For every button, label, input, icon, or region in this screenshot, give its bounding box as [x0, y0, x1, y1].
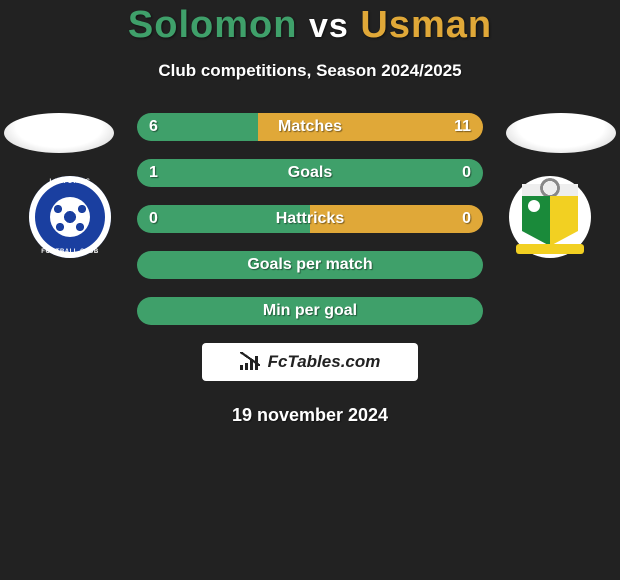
fctables-logo-icon — [240, 354, 262, 370]
stat-value-right: 0 — [462, 205, 471, 233]
stat-value-left: 6 — [149, 113, 158, 141]
branding-text: FcTables.com — [268, 352, 381, 372]
vs-word: vs — [309, 7, 349, 45]
stat-value-left: 0 — [149, 205, 158, 233]
stat-bar-left-segment — [137, 297, 483, 325]
player-left-avatar — [4, 113, 114, 153]
snapshot-date: 19 november 2024 — [0, 405, 620, 426]
stat-value-right: 0 — [462, 159, 471, 187]
stat-bar-right-segment — [310, 205, 483, 233]
lobi-stars-crest: LOBI STARS FOOTBALL CLUB — [20, 175, 120, 259]
stat-value-left: 1 — [149, 159, 158, 187]
stat-bar: 611Matches — [137, 113, 483, 141]
stat-bar-left-segment — [137, 159, 483, 187]
stat-bar: Min per goal — [137, 297, 483, 325]
stat-bar-left-segment — [137, 205, 310, 233]
player-left-name: Solomon — [128, 4, 298, 46]
comparison-infographic: Solomon vs Usman Club competitions, Seas… — [0, 0, 620, 426]
stat-bars: 611Matches10Goals00HattricksGoals per ma… — [137, 113, 483, 325]
stat-bar-right-segment — [258, 113, 483, 141]
stat-bar: 10Goals — [137, 159, 483, 187]
stat-bar: 00Hattricks — [137, 205, 483, 233]
stat-bar: Goals per match — [137, 251, 483, 279]
stat-bar-left-segment — [137, 251, 483, 279]
club-crest-right — [500, 175, 600, 259]
content-area: LOBI STARS FOOTBALL CLUB 611Matches10Goa… — [0, 113, 620, 426]
stat-value-right: 11 — [454, 113, 471, 141]
subtitle: Club competitions, Season 2024/2025 — [0, 61, 620, 81]
player-right-avatar — [506, 113, 616, 153]
player-right-name: Usman — [360, 4, 492, 46]
branding-box: FcTables.com — [202, 343, 418, 381]
page-title: Solomon vs Usman — [0, 4, 620, 47]
